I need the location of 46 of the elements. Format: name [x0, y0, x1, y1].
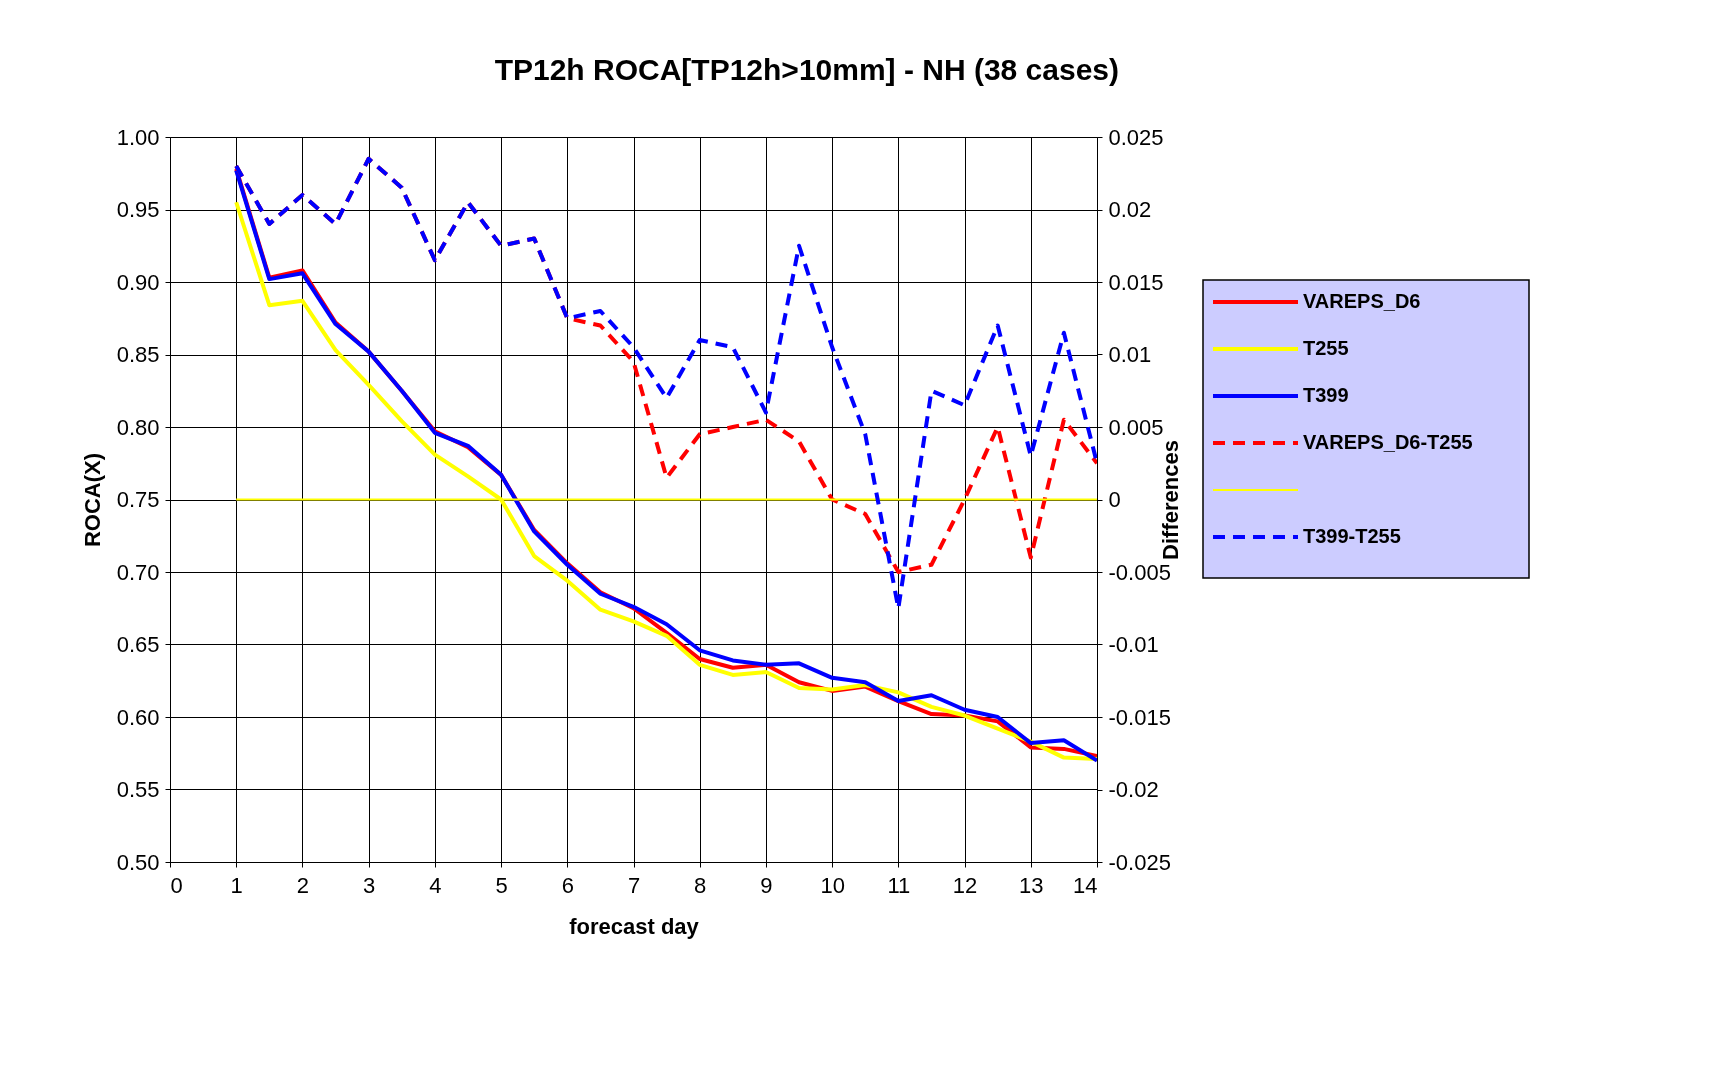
y-tick-label: 0.95	[116, 197, 160, 222]
y-tick-label: 0.55	[116, 777, 160, 802]
x-tick-label: 5	[495, 872, 508, 898]
x-tick-label: 2	[296, 872, 310, 898]
y2-tick-label: -0.025	[1108, 849, 1171, 875]
legend-label: VAREPS_D6	[1303, 290, 1421, 312]
y2-tick-label: 0.02	[1108, 197, 1152, 222]
x-tick-label: 8	[694, 872, 707, 898]
y-tick-label: 0.50	[116, 849, 160, 875]
x-tick-label: 11	[887, 872, 911, 898]
y2-tick-label: -0.02	[1108, 777, 1159, 802]
y2-tick-label: -0.01	[1108, 632, 1159, 657]
chart-title: TP12h ROCA[TP12h>10mm] - NH (38 cases)	[494, 52, 1120, 86]
y2-tick-label: -0.015	[1108, 704, 1171, 730]
y-tick-label: 0.75	[116, 487, 160, 512]
y-tick-label: 0.90	[116, 269, 160, 295]
y-tick-label: 0.85	[116, 342, 160, 367]
legend-label: VAREPS_D6-T255	[1303, 431, 1473, 453]
legend-label: T255	[1303, 337, 1349, 359]
legend-label: T399	[1303, 384, 1349, 406]
x-tick-label: 12	[952, 872, 978, 898]
x-tick-label: 9	[760, 872, 773, 898]
y2-tick-label: 0.015	[1108, 269, 1164, 295]
y-axis-title: ROCA(X)	[79, 452, 105, 548]
x-tick-label: 0	[170, 872, 183, 898]
legend-label: T399-T255	[1303, 525, 1401, 547]
x-axis-title: forecast day	[569, 913, 700, 939]
x-tick-label: 4	[429, 872, 442, 898]
y2-tick-label: 0.01	[1108, 342, 1152, 367]
y2-tick-label: 0.005	[1108, 414, 1164, 440]
x-tick-label: 1	[230, 872, 243, 898]
y2-axis-title: Differences	[1157, 440, 1183, 560]
x-tick-label: 7	[627, 872, 641, 898]
x-tick-label: 6	[561, 872, 574, 898]
y-tick-label: 0.65	[116, 632, 160, 657]
x-tick-label: 13	[1019, 872, 1044, 898]
y-tick-label: 0.70	[116, 559, 160, 585]
y2-tick-label: 0	[1108, 487, 1121, 512]
y-tick-label: 0.60	[116, 704, 160, 730]
x-tick-label: 10	[820, 872, 845, 898]
y-tick-label: 0.80	[116, 414, 160, 440]
y2-tick-label: 0.025	[1108, 124, 1164, 150]
y2-tick-label: -0.005	[1108, 559, 1171, 585]
x-tick-label: 14	[1073, 872, 1098, 898]
y-tick-label: 1.00	[116, 124, 160, 150]
x-tick-label: 3	[363, 872, 376, 898]
